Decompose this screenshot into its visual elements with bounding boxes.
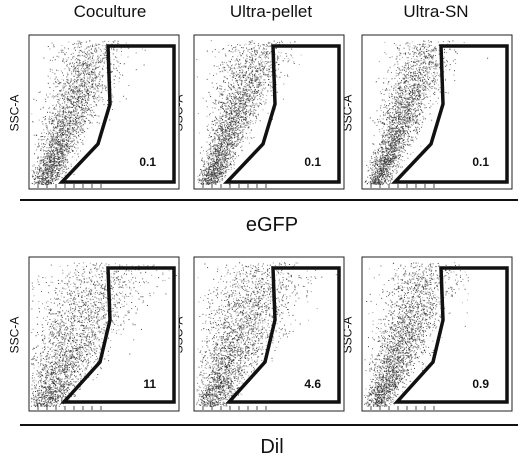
gate-value-label: 11 bbox=[143, 377, 156, 391]
gate-value-label: 0.1 bbox=[472, 155, 489, 169]
plot-frame bbox=[361, 256, 513, 412]
scatter-plot: 0.1 bbox=[193, 34, 345, 190]
gate-polygon bbox=[393, 266, 509, 404]
gate-polygon bbox=[60, 266, 176, 404]
event-dots bbox=[196, 40, 302, 185]
scatter-plot: 0.1 bbox=[28, 34, 180, 190]
gate-value-label: 0.1 bbox=[139, 155, 156, 169]
scatter-panel-egfp-ultra-sn: 0.1 bbox=[361, 34, 513, 190]
y-axis-label-bottom-1: SSC-A bbox=[7, 316, 22, 354]
scatter-plot: 11 bbox=[28, 256, 180, 412]
section-divider-dil bbox=[20, 424, 518, 426]
gate-value-label: 4.6 bbox=[304, 377, 321, 391]
gate-polygon bbox=[57, 44, 176, 184]
column-title-coculture: Coculture bbox=[73, 2, 147, 21]
column-title-ultra-sn: Ultra-SN bbox=[403, 2, 469, 21]
gate-polygon bbox=[390, 44, 509, 184]
gate-polygon bbox=[225, 266, 341, 404]
column-title-ultra-pellet: Ultra-pellet bbox=[229, 2, 313, 21]
event-dots bbox=[196, 262, 337, 407]
scatter-plot: 0.1 bbox=[361, 34, 513, 190]
scatter-panel-dil-ultra-pellet: 4.6 bbox=[193, 256, 345, 412]
y-axis-label-top-1: SSC-A bbox=[7, 94, 22, 132]
plot-frame bbox=[193, 34, 345, 190]
scatter-panel-dil-ultra-sn: 0.9 bbox=[361, 256, 513, 412]
gate-polygon bbox=[222, 44, 341, 184]
gate-value-label: 0.1 bbox=[304, 155, 321, 169]
section-label-dil: Dil bbox=[260, 436, 284, 458]
section-divider-egfp bbox=[20, 199, 518, 201]
scatter-plot: 4.6 bbox=[193, 256, 345, 412]
event-dots bbox=[364, 40, 489, 185]
scatter-panel-dil-coculture: 11 bbox=[28, 256, 180, 412]
section-label-egfp: eGFP bbox=[245, 214, 299, 236]
gate-value-label: 0.9 bbox=[472, 377, 489, 391]
event-dots bbox=[364, 262, 469, 407]
scatter-panel-egfp-coculture: 0.1 bbox=[28, 34, 180, 190]
event-dots bbox=[31, 40, 146, 185]
event-dots bbox=[31, 262, 177, 407]
scatter-plot: 0.9 bbox=[361, 256, 513, 412]
scatter-panel-egfp-ultra-pellet: 0.1 bbox=[193, 34, 345, 190]
